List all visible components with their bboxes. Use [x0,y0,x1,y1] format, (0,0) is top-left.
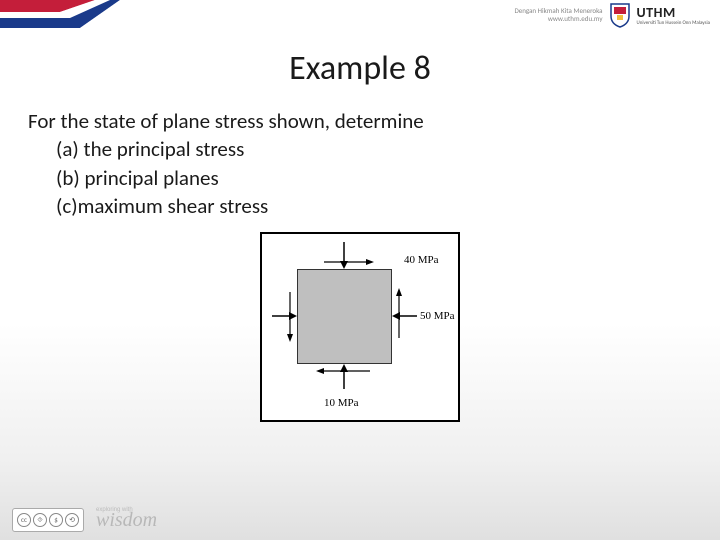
uthm-logo: UTHM Universiti Tun Hussein Onn Malaysia [637,4,710,26]
slide-footer: cc ⯑ $ ⟲ exploring with wisdom [12,507,157,532]
sa-icon: ⟲ [65,513,79,527]
diagram-container: 40 MPa 50 MPa 10 MPa [0,232,720,422]
slide-title: Example 8 [0,48,720,89]
label-top: 40 MPa [404,254,439,266]
slide-header: Dengan Hikmah Kita Meneroka www.uthm.edu… [0,0,720,40]
problem-text: For the state of plane stress shown, det… [28,107,692,220]
uthm-sub: Universiti Tun Hussein Onn Malaysia [637,21,710,26]
label-right: 50 MPa [420,310,455,322]
uthm-text: UTHM [637,4,710,21]
shield-icon [609,2,631,28]
problem-part-c: (c)maximum shear stress [28,192,692,220]
ribbon-decoration [0,0,120,38]
header-right: Dengan Hikmah Kita Meneroka www.uthm.edu… [514,2,710,28]
tagline-line2: www.uthm.edu.my [514,15,602,23]
wisdom-logo: exploring with wisdom [96,507,157,532]
header-tagline: Dengan Hikmah Kita Meneroka www.uthm.edu… [514,7,602,22]
cc-icon: cc [17,513,31,527]
stress-diagram: 40 MPa 50 MPa 10 MPa [260,232,460,422]
nc-icon: $ [49,513,63,527]
problem-intro: For the state of plane stress shown, det… [28,107,692,135]
label-bottom: 10 MPa [324,397,359,409]
wisdom-text: wisdom [96,509,157,531]
by-icon: ⯑ [33,513,47,527]
problem-part-a: (a) the principal stress [28,135,692,163]
cc-license-badge: cc ⯑ $ ⟲ [12,508,84,532]
problem-part-b: (b) principal planes [28,164,692,192]
